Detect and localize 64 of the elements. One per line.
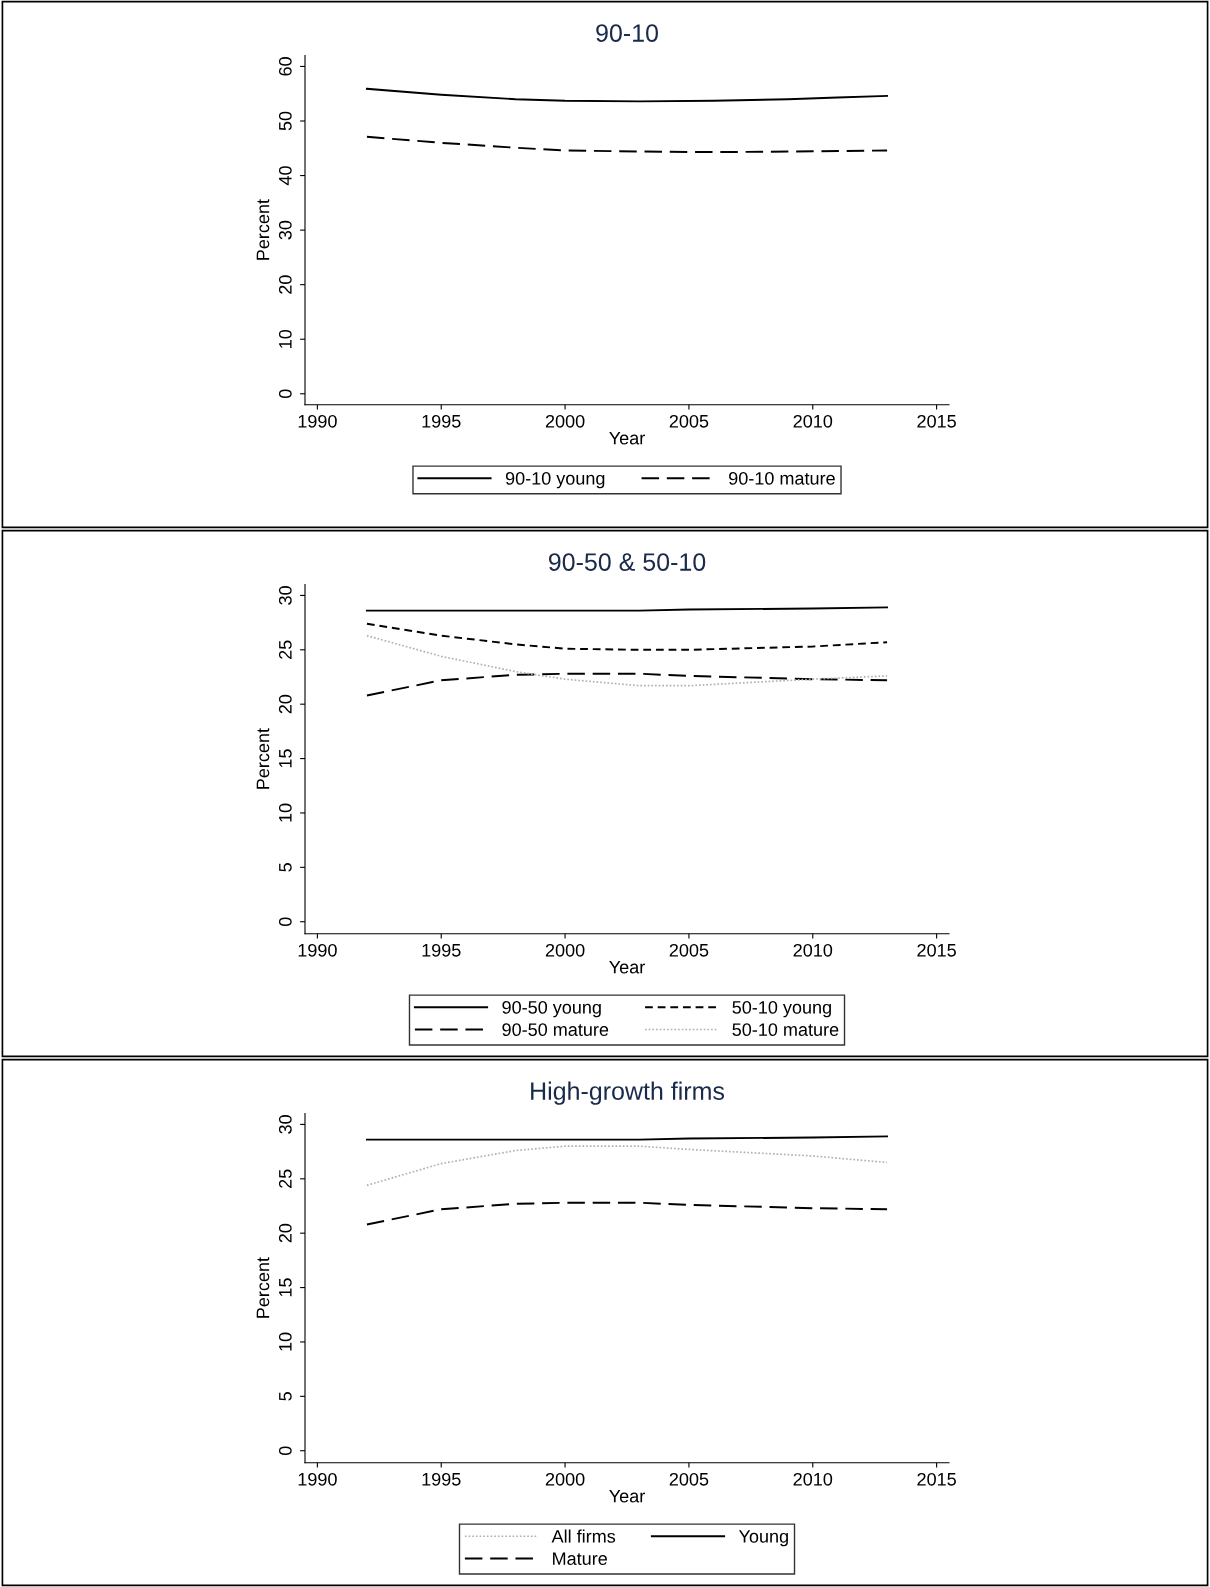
x-tick-label: 2000 (545, 414, 585, 428)
x-tick-label: 2015 (917, 1472, 956, 1486)
legend-label: 50-10 mature (732, 1023, 839, 1037)
y-tick-label: 10 (278, 1332, 292, 1351)
x-axis-title: Year (609, 1489, 645, 1503)
x-tick-label: 1990 (298, 943, 337, 957)
line-series (365, 622, 889, 651)
legend-label: All firms (551, 1529, 616, 1543)
y-tick-label: 30 (278, 220, 292, 240)
x-tick-label: 2015 (917, 943, 956, 957)
y-axis-title: Percent (256, 199, 270, 260)
legend-label: 90-10 mature (729, 471, 835, 485)
y-axis-title: Percent (256, 1257, 270, 1318)
y-tick-label: 25 (278, 640, 292, 659)
y-tick-label: 15 (279, 1278, 292, 1297)
x-tick-label: 2005 (669, 943, 709, 957)
legend-label: 50-10 young (732, 1000, 831, 1018)
x-tick-label: 2005 (669, 414, 709, 428)
y-tick-label: 5 (279, 1392, 292, 1401)
y-tick-label: 0 (278, 917, 292, 927)
x-tick-label: 1995 (422, 414, 461, 428)
y-tick-label: 40 (278, 166, 292, 186)
y-tick-label: 20 (278, 275, 292, 294)
y-tick-label: 0 (278, 1446, 292, 1456)
x-tick-label: 2010 (793, 414, 833, 428)
y-tick-label: 30 (278, 1115, 292, 1134)
y-axis-title: Percent (256, 728, 270, 789)
x-tick-label: 2000 (545, 1472, 585, 1486)
x-axis-title: Year (609, 431, 645, 445)
y-tick-label: 50 (278, 111, 292, 131)
line-series (366, 634, 888, 687)
y-tick-label: 60 (278, 57, 292, 76)
legend-label: 90-50 young (502, 1000, 601, 1018)
legend-label: Young (738, 1530, 788, 1547)
y-tick-label: 10 (278, 329, 292, 348)
y-tick-label: 20 (278, 694, 292, 714)
line-series (365, 135, 889, 154)
chart-title: 90-10 (596, 24, 658, 42)
legend-label: Mature (553, 1552, 607, 1566)
x-tick-label: 2010 (793, 1472, 833, 1486)
legend-label: 90-10 young (505, 471, 605, 489)
line-series (365, 87, 889, 103)
chart-title: 90-50 & 50-10 (548, 553, 706, 571)
x-tick-label: 1990 (298, 1472, 337, 1486)
x-axis-title: Year (609, 960, 645, 974)
x-tick-label: 1995 (422, 943, 461, 957)
x-tick-label: 1995 (422, 1472, 461, 1486)
x-tick-label: 2000 (545, 943, 585, 957)
y-tick-label: 0 (278, 389, 292, 399)
line-series (366, 1145, 888, 1187)
line-series (365, 1201, 889, 1226)
y-tick-label: 25 (278, 1169, 292, 1188)
x-tick-label: 2015 (917, 414, 956, 428)
x-tick-label: 1990 (298, 414, 337, 428)
y-tick-label: 30 (278, 586, 292, 605)
y-tick-label: 20 (278, 1223, 292, 1243)
legend-label: 90-50 mature (502, 1023, 609, 1037)
x-tick-label: 2005 (669, 1472, 709, 1486)
chart-title: High-growth firms (531, 1081, 725, 1105)
y-tick-label: 10 (278, 803, 292, 822)
y-tick-label: 15 (279, 749, 292, 768)
y-tick-label: 5 (279, 863, 292, 872)
x-tick-label: 2010 (793, 943, 833, 957)
line-series (365, 672, 889, 697)
